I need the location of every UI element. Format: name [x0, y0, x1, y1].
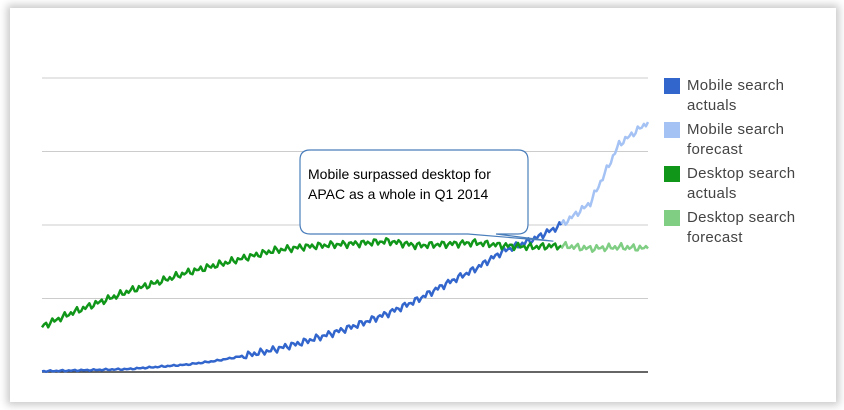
- series-line-desktop-search-forecast: [560, 240, 649, 253]
- legend-swatch: [664, 78, 680, 94]
- legend-swatch: [664, 122, 680, 138]
- legend-label: Mobile search forecast: [687, 121, 785, 158]
- series-line-mobile-search-forecast: [560, 121, 650, 226]
- annotation-text: Mobile surpassed desktop for APAC as a w…: [308, 166, 491, 202]
- legend-label: Mobile search actuals: [687, 77, 785, 114]
- legend-item: Desktop search forecast: [664, 208, 834, 248]
- legend-swatch: [664, 210, 680, 226]
- legend-swatch: [664, 166, 680, 182]
- legend-label: Desktop search actuals: [687, 165, 796, 202]
- legend-item: Mobile search actuals: [664, 76, 834, 116]
- legend-item: Desktop search actuals: [664, 164, 834, 204]
- legend: Mobile search actuals Mobile search forec…: [664, 76, 834, 252]
- annotation-callout: [299, 149, 554, 242]
- series-line-desktop-search-actuals: [40, 237, 563, 329]
- legend-item: Mobile search forecast: [664, 120, 834, 160]
- legend-label: Desktop search forecast: [687, 209, 796, 246]
- series-lines: [40, 121, 650, 374]
- callout-bubble: [299, 149, 554, 242]
- series-line-mobile-search-actuals: [41, 221, 563, 374]
